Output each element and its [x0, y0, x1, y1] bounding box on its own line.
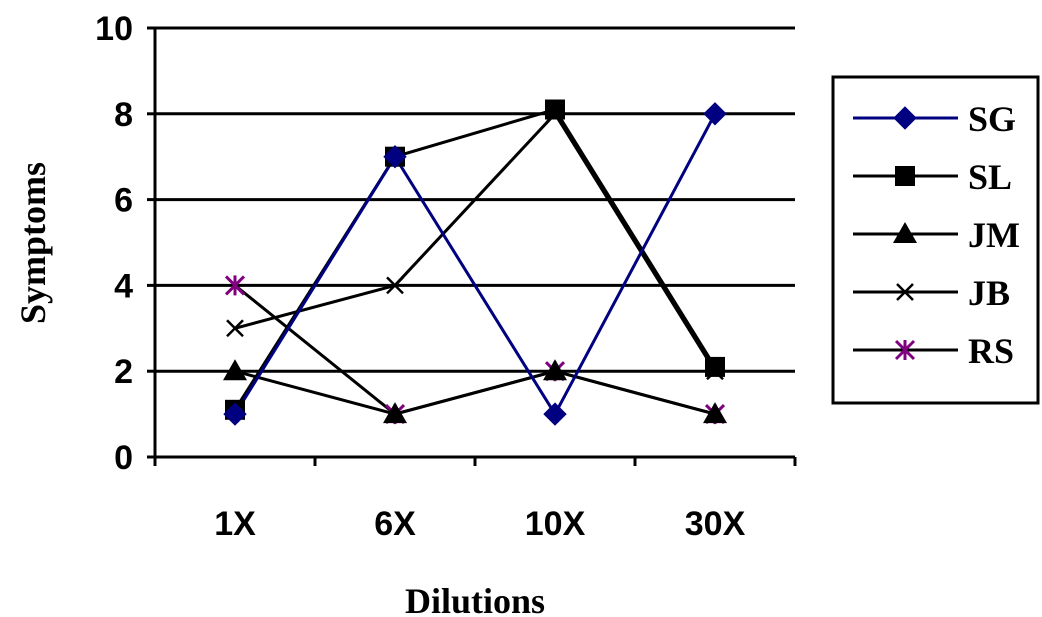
y-tick-label: 2: [114, 353, 133, 391]
data-point-sl: [705, 356, 725, 377]
legend-label-rs: RS: [968, 331, 1014, 371]
legend-marker-sg: [893, 106, 917, 130]
data-point-jb: [386, 276, 404, 295]
legend-label-jm: JM: [968, 215, 1020, 255]
legend-marker-rs: [894, 339, 916, 361]
legend-label-jb: JB: [968, 273, 1010, 313]
data-point-jm: [703, 402, 727, 424]
x-tick-label: 10X: [525, 505, 586, 543]
series-group: [223, 99, 727, 426]
data-point-sg: [223, 402, 247, 426]
y-tick-label: 6: [114, 182, 133, 220]
legend: SG SL JM JB RS: [831, 75, 1040, 405]
x-tick-label: 30X: [685, 505, 746, 543]
y-axis-label: Symptoms: [13, 162, 53, 324]
data-point-jb: [226, 319, 244, 338]
data-point-jm: [383, 402, 407, 424]
data-point-jm: [543, 359, 567, 381]
marker-stroke: [896, 283, 914, 301]
series-line-sl: [233, 107, 717, 411]
series-line-sg: [233, 113, 717, 418]
data-point-sg: [703, 102, 727, 126]
legend-label-sg: SG: [968, 99, 1016, 139]
legend-marker-jm: [893, 222, 917, 243]
legend-label-sl: SL: [968, 157, 1012, 197]
legend-marker-jb: [896, 283, 914, 301]
y-tick-label: 10: [95, 10, 133, 48]
data-point-sl: [545, 99, 565, 120]
legend-marker-sl: [895, 166, 915, 186]
x-tick-label: 1X: [214, 505, 256, 543]
x-tick-labels: 1X 6X 10X 30X: [214, 505, 745, 543]
series-line-jb: [234, 111, 717, 372]
y-tick-labels: 0 2 4 6 8 10: [95, 10, 133, 477]
data-point-rs: [224, 275, 246, 296]
data-point-sg: [543, 402, 567, 426]
y-tick-label: 0: [114, 439, 133, 477]
marker-stroke: [386, 276, 404, 295]
marker-stroke: [226, 319, 244, 338]
series-line-jm: [234, 369, 716, 416]
data-point-sg: [383, 144, 407, 169]
y-tick-label: 4: [114, 267, 133, 305]
x-axis-label: Dilutions: [405, 581, 545, 617]
x-tick-label: 6X: [374, 505, 416, 543]
y-tick-label: 8: [114, 96, 133, 134]
axes: [147, 26, 797, 466]
data-point-jm: [223, 359, 247, 381]
